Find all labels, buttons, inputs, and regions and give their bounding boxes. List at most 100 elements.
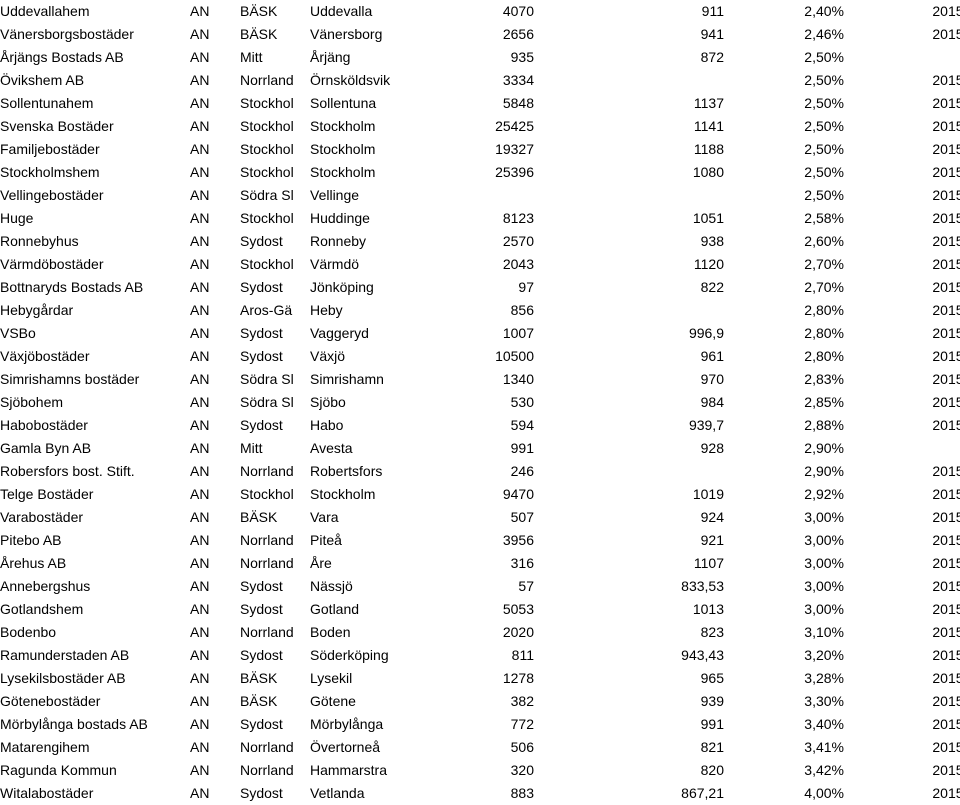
cell-company: Hebygårdar: [0, 299, 190, 322]
table-row: SjöbohemANSödra SlSjöbo5309842,85%2015-0…: [0, 391, 960, 414]
table-row: WitalabostäderANSydostVetlanda883867,214…: [0, 782, 960, 805]
cell-city: Vara: [310, 506, 434, 529]
cell-val1: 1340: [434, 368, 564, 391]
cell-pct: 2,50%: [754, 115, 864, 138]
cell-org: AN: [190, 345, 240, 368]
cell-company: Mörbylånga bostads AB: [0, 713, 190, 736]
cell-region: BÄSK: [240, 23, 310, 46]
cell-org: AN: [190, 644, 240, 667]
cell-pct: 4,00%: [754, 782, 864, 805]
cell-pct: 3,41%: [754, 736, 864, 759]
table-row: SollentunahemANStockholSollentuna5848113…: [0, 92, 960, 115]
cell-pct: 2,50%: [754, 69, 864, 92]
table-row: HugeANStockholHuddinge812310512,58%2015-…: [0, 207, 960, 230]
cell-pct: 2,88%: [754, 414, 864, 437]
cell-org: AN: [190, 621, 240, 644]
cell-pct: 2,80%: [754, 345, 864, 368]
cell-org: AN: [190, 299, 240, 322]
cell-city: Habo: [310, 414, 434, 437]
cell-pct: 3,28%: [754, 667, 864, 690]
cell-company: Ronnebyhus: [0, 230, 190, 253]
cell-date: 2015-01-01: [864, 552, 960, 575]
cell-date: 2015-01-01: [864, 690, 960, 713]
cell-val2: 833,53: [564, 575, 754, 598]
cell-region: Stockhol: [240, 483, 310, 506]
cell-region: Sydost: [240, 230, 310, 253]
cell-company: Matarengihem: [0, 736, 190, 759]
cell-region: Sydost: [240, 414, 310, 437]
cell-city: Övertorneå: [310, 736, 434, 759]
cell-city: Jönköping: [310, 276, 434, 299]
cell-val2: 823: [564, 621, 754, 644]
cell-region: Södra Sl: [240, 184, 310, 207]
cell-company: Vänersborgsbostäder: [0, 23, 190, 46]
cell-pct: 3,00%: [754, 529, 864, 552]
cell-pct: 2,92%: [754, 483, 864, 506]
cell-region: Mitt: [240, 437, 310, 460]
cell-org: AN: [190, 92, 240, 115]
cell-org: AN: [190, 115, 240, 138]
cell-city: Vänersborg: [310, 23, 434, 46]
cell-company: Lysekilsbostäder AB: [0, 667, 190, 690]
cell-city: Växjö: [310, 345, 434, 368]
cell-company: Robersfors bost. Stift.: [0, 460, 190, 483]
cell-org: AN: [190, 0, 240, 23]
cell-pct: 2,60%: [754, 230, 864, 253]
cell-region: Stockhol: [240, 138, 310, 161]
cell-val1: 57: [434, 575, 564, 598]
cell-date: 2015-01-01: [864, 0, 960, 23]
cell-city: Heby: [310, 299, 434, 322]
cell-val1: 4070: [434, 0, 564, 23]
table-row: GötenebostäderANBÄSKGötene3829393,30%201…: [0, 690, 960, 713]
cell-region: Sydost: [240, 644, 310, 667]
cell-val1: 883: [434, 782, 564, 805]
cell-pct: 2,50%: [754, 138, 864, 161]
cell-val2: 1013: [564, 598, 754, 621]
cell-company: Gotlandshem: [0, 598, 190, 621]
cell-date: 2015-01-01: [864, 299, 960, 322]
cell-date: 2015-01-01: [864, 138, 960, 161]
cell-val1: 594: [434, 414, 564, 437]
cell-city: Huddinge: [310, 207, 434, 230]
cell-org: AN: [190, 207, 240, 230]
cell-val1: 772: [434, 713, 564, 736]
cell-region: BÄSK: [240, 0, 310, 23]
cell-val2: 821: [564, 736, 754, 759]
cell-pct: 3,40%: [754, 713, 864, 736]
cell-region: Norrland: [240, 460, 310, 483]
cell-pct: 2,80%: [754, 322, 864, 345]
cell-date: 2015-01-01: [864, 23, 960, 46]
table-row: Årjängs Bostads ABANMittÅrjäng9358722,50…: [0, 46, 960, 69]
cell-city: Sollentuna: [310, 92, 434, 115]
cell-val1: 316: [434, 552, 564, 575]
cell-region: Sydost: [240, 713, 310, 736]
cell-val1: 10500: [434, 345, 564, 368]
cell-val1: 856: [434, 299, 564, 322]
cell-pct: 3,00%: [754, 575, 864, 598]
cell-pct: 2,70%: [754, 253, 864, 276]
cell-val1: 1007: [434, 322, 564, 345]
cell-region: Mitt: [240, 46, 310, 69]
cell-date: [864, 46, 960, 69]
cell-pct: 3,10%: [754, 621, 864, 644]
cell-date: 2015-01-01: [864, 115, 960, 138]
table-row: VarabostäderANBÄSKVara5079243,00%2015-01…: [0, 506, 960, 529]
cell-org: AN: [190, 230, 240, 253]
cell-pct: 2,90%: [754, 460, 864, 483]
cell-city: Avesta: [310, 437, 434, 460]
cell-company: Pitebo AB: [0, 529, 190, 552]
cell-company: Varabostäder: [0, 506, 190, 529]
cell-city: Mörbylånga: [310, 713, 434, 736]
table-row: BodenboANNorrlandBoden20208233,10%2015-0…: [0, 621, 960, 644]
cell-company: Uddevallahem: [0, 0, 190, 23]
cell-date: 2015-01-01: [864, 230, 960, 253]
cell-date: 2015-01-01: [864, 460, 960, 483]
cell-region: Stockhol: [240, 115, 310, 138]
table-row: VellingebostäderANSödra SlVellinge2,50%2…: [0, 184, 960, 207]
table-row: GotlandshemANSydostGotland505310133,00%2…: [0, 598, 960, 621]
cell-val2: 965: [564, 667, 754, 690]
cell-val1: 2020: [434, 621, 564, 644]
cell-val2: 928: [564, 437, 754, 460]
cell-val1: [434, 184, 564, 207]
cell-val2: [564, 184, 754, 207]
